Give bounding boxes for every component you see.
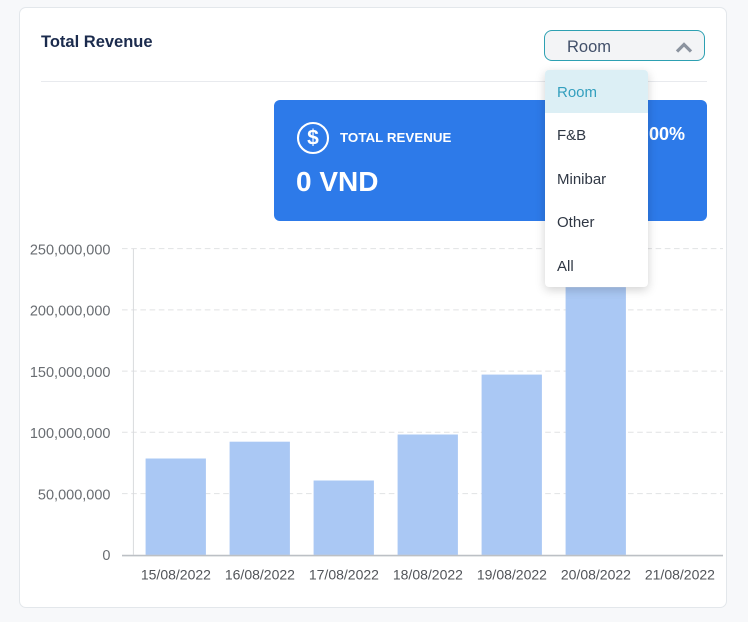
svg-text:20/08/2022: 20/08/2022 [561,567,631,583]
svg-text:150,000,000: 150,000,000 [30,365,111,381]
svg-text:19/08/2022: 19/08/2022 [477,567,547,583]
svg-text:200,000,000: 200,000,000 [30,304,111,320]
svg-text:50,000,000: 50,000,000 [38,487,111,503]
svg-text:250,000,000: 250,000,000 [30,242,111,258]
svg-text:100,000,000: 100,000,000 [30,426,111,442]
svg-text:16/08/2022: 16/08/2022 [225,567,295,583]
svg-text:17/08/2022: 17/08/2022 [309,567,379,583]
svg-text:21/08/2022: 21/08/2022 [645,567,715,583]
svg-text:15/08/2022: 15/08/2022 [141,567,211,583]
svg-text:$: $ [307,127,319,150]
svg-text:18/08/2022: 18/08/2022 [393,567,463,583]
svg-text:0: 0 [102,548,110,564]
